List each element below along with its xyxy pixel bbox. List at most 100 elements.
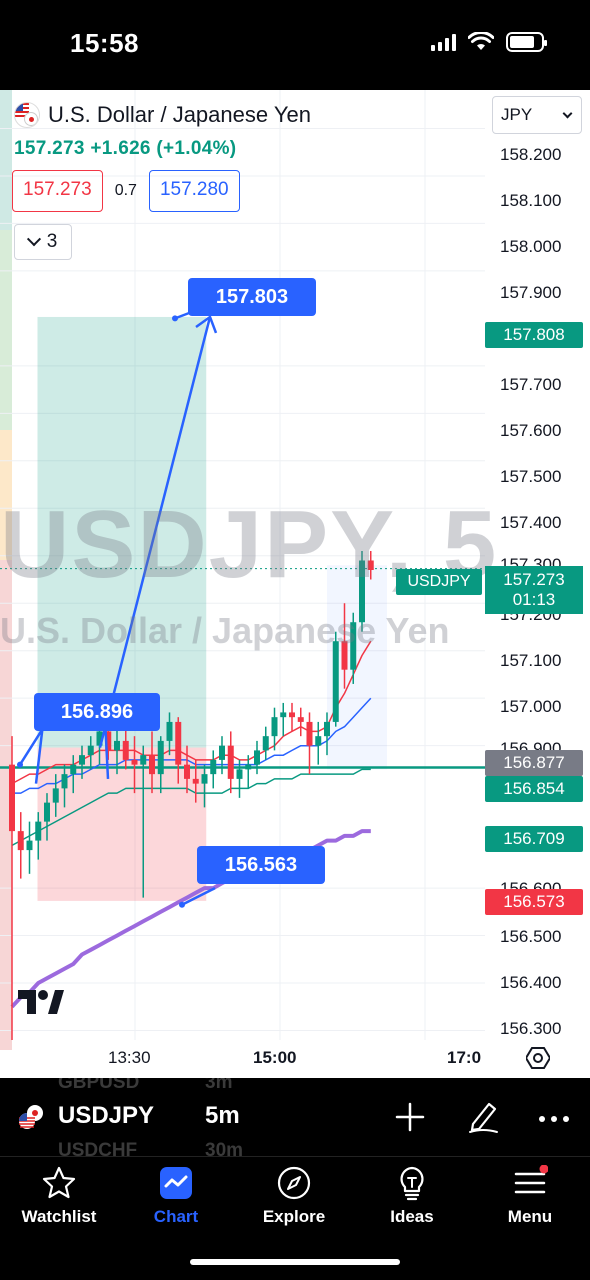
bar-countdown: 01:13 [512,590,556,609]
candle-body [17,831,24,851]
bid-ask-panel: 157.273 0.7 157.280 [12,170,240,212]
nav-label: Explore [262,1207,326,1226]
menu-icon [514,1165,548,1194]
currency-select[interactable]: JPY [492,96,582,134]
scroll-ghost-interval: 30m [205,1140,244,1156]
chart-settings-icon[interactable] [526,1046,550,1070]
chevron-down-icon [26,232,41,247]
nav-watchlist[interactable]: Watchlist [4,1165,114,1235]
nav-label: Menu [507,1207,553,1226]
scroll-ghost-symbol: USDCHF [58,1140,138,1156]
cellular-signal-icon [431,33,456,51]
level-strip [0,230,12,430]
price-tick: 157.500 [500,467,562,486]
compass-icon [277,1166,311,1200]
toolbar-interval[interactable]: 5m [205,1102,240,1129]
stop-callout[interactable]: 156.563 [197,846,325,884]
loss-zone [37,747,207,901]
nav-ideas[interactable]: Ideas [357,1165,467,1235]
price-tick: 158.100 [500,191,562,210]
candle-body [227,745,234,779]
price-tick: 156.500 [500,927,562,946]
candle-body [289,712,295,718]
price-tick: 156.300 [500,1019,562,1038]
moving-average-line [12,697,372,794]
level-strip [0,560,12,1050]
candle-body [280,712,287,718]
chart-icon [160,1167,192,1199]
candle-body [61,774,68,789]
sell-price-button[interactable]: 157.273 [12,170,103,212]
indicators-toggle[interactable]: 3 [14,224,72,260]
star-icon [42,1166,76,1199]
crosshair-price-badge: 156.877 [485,750,583,776]
more-options-icon[interactable] [538,1104,570,1134]
projection-arrow [98,316,212,748]
nav-explore[interactable]: Explore [239,1165,349,1235]
callout-anchor [17,761,23,768]
chart-area[interactable]: USDJPY, 5 U.S. Dollar / Japanese Yen U.S… [0,90,590,1078]
candle-body [201,774,208,784]
candle-body [332,641,339,722]
candle-body [105,731,112,751]
candle-body [52,788,59,803]
indicators-count: 3 [46,231,58,252]
nav-label: Ideas [390,1207,434,1226]
symbol-toolbar: GBPUSD 3m USDCHF 30m USDJPY 5m [0,1078,590,1156]
price-tick: 157.400 [500,513,562,532]
price-chart[interactable] [0,90,590,1078]
add-icon[interactable] [395,1102,425,1132]
line-price-badge: 156.854 [485,776,583,802]
candle-body [236,769,243,779]
drawing-pencil-icon[interactable] [465,1098,501,1134]
buy-price-button[interactable]: 157.280 [148,170,240,212]
candle-body [350,622,357,670]
candle-body [157,740,164,775]
spread-value: 0.7 [114,182,137,199]
candle-body [297,717,304,722]
time-tick: 15:00 [253,1048,297,1067]
last-price-badge: 157.273 01:13 [485,566,583,614]
candle-body [262,736,269,751]
candle-body [254,750,260,765]
projection-arrow-head [195,315,218,334]
candle-body [184,764,190,779]
candle-body [210,759,217,775]
candle-body [324,721,330,737]
candle-body [26,840,33,851]
nav-menu[interactable]: Menu [475,1165,585,1235]
candle-body [166,721,173,741]
price-tick: 157.700 [500,375,562,394]
moving-average-line [11,768,371,847]
price-tick: 158.000 [500,237,562,256]
stop-price-badge: 156.573 [485,889,583,915]
price-tick: 156.400 [500,973,562,992]
usdjpy-flag-icon [19,1105,43,1129]
candle-body [70,764,77,775]
symbol-title[interactable]: U.S. Dollar / Japanese Yen [48,102,311,127]
chevron-down-icon [562,108,573,118]
entry-callout[interactable]: 156.896 [34,693,160,731]
symbol-header[interactable]: U.S. Dollar / Japanese Yen [14,102,311,128]
candle-body [306,721,313,746]
candle-body [341,641,348,670]
currency-value: JPY [501,105,533,124]
last-price: 157.273 [503,569,565,589]
toolbar-symbol[interactable]: USDJPY [58,1102,155,1129]
callout-anchor [172,315,178,322]
candle-body [149,755,155,775]
target-callout[interactable]: 157.803 [188,278,316,316]
time-tick: 13:30 [108,1048,151,1067]
candle-body [87,745,94,756]
scroll-ghost-interval: 3m [205,1078,233,1093]
candle-body [219,745,225,760]
candle-body [271,717,278,737]
callout-anchor [179,901,185,908]
price-tick: 157.000 [500,697,562,716]
nav-chart[interactable]: Chart [121,1165,231,1235]
candle-body [9,764,15,832]
tradingview-logo [18,987,64,1022]
candle-body [315,736,322,746]
symbol-tag: USDJPY [396,569,482,595]
callout-pointer [181,886,216,906]
